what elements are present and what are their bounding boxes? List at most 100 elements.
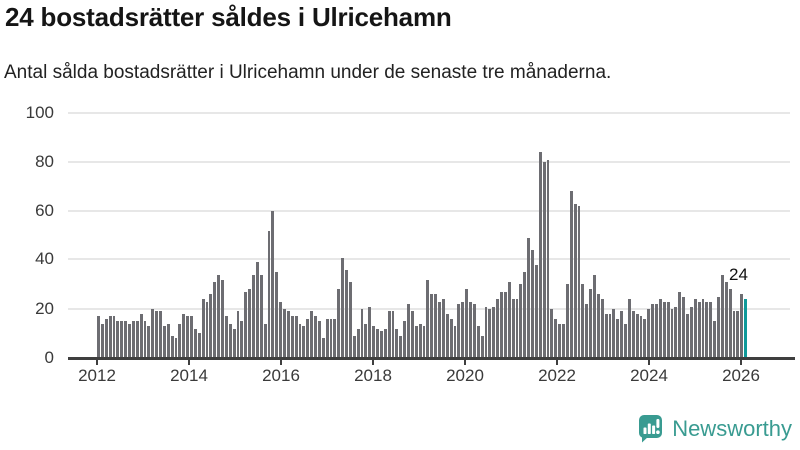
bar-month — [682, 297, 685, 358]
bar-month — [589, 289, 592, 358]
bar-month — [108, 316, 112, 358]
bar-month — [294, 316, 298, 358]
bar-month — [286, 311, 290, 358]
bar-month — [651, 304, 654, 358]
bar-month — [511, 299, 515, 358]
bar-month — [213, 282, 217, 358]
bar-month — [720, 275, 724, 358]
bar-month — [635, 314, 639, 358]
bar-month — [678, 292, 682, 358]
bar-month — [453, 326, 457, 358]
bar-month — [500, 292, 503, 358]
bar-month — [345, 270, 348, 358]
x-axis-label-2026: 2026 — [722, 366, 760, 385]
bar-month — [383, 329, 387, 358]
bar-month — [182, 314, 186, 358]
bar-month — [465, 289, 468, 358]
bar-month — [379, 331, 383, 358]
bar-month — [139, 314, 143, 358]
bar-month — [314, 316, 317, 358]
chart-subtitle: Antal sålda bostadsrätter i Ulricehamn u… — [4, 62, 612, 83]
bar-month — [410, 311, 414, 358]
bar-month — [565, 284, 569, 358]
bar-month — [403, 321, 406, 358]
bar-month — [418, 324, 422, 358]
bar-month — [585, 304, 589, 358]
bar-month — [569, 191, 573, 358]
bar-month — [608, 314, 612, 358]
bar-month — [697, 302, 701, 358]
bar-month — [441, 299, 445, 358]
bar-month — [352, 336, 356, 358]
chart-title: 24 bostadsrätter såldes i Ulricehamn — [5, 2, 452, 32]
bar-month — [240, 321, 244, 358]
bar-month — [488, 309, 492, 358]
bar-month — [550, 309, 554, 358]
bar-month — [407, 304, 410, 358]
bar-month — [174, 338, 178, 358]
bar-month — [298, 324, 302, 358]
bar-month — [128, 324, 131, 358]
x-tick-2012 — [96, 360, 98, 365]
bar-month — [329, 319, 333, 358]
x-axis-label-2020: 2020 — [446, 366, 484, 385]
bar-month — [445, 314, 449, 358]
bar-month — [248, 289, 251, 358]
gridline-80 — [68, 161, 790, 163]
bar-month — [147, 326, 151, 358]
newsworthy-logo-icon — [638, 414, 665, 443]
x-axis-label-2014: 2014 — [170, 366, 208, 385]
bar-month — [290, 316, 294, 358]
bar-month — [480, 336, 484, 358]
bar-month — [631, 311, 635, 358]
x-axis-label-2012: 2012 — [78, 366, 116, 385]
bar-month — [279, 302, 282, 358]
bar-month — [387, 311, 391, 358]
bar-month — [244, 292, 248, 358]
bar-month — [360, 309, 364, 358]
bar-month — [434, 294, 437, 358]
bar-month — [255, 262, 259, 358]
bar-month — [135, 321, 139, 358]
bar-month — [259, 275, 263, 358]
bar-month — [666, 302, 670, 358]
bar-month — [534, 265, 538, 358]
bar-month — [542, 162, 546, 358]
bar-month — [116, 321, 120, 358]
bar-month — [217, 275, 220, 358]
bar-month — [166, 324, 170, 358]
x-tick-2020 — [464, 360, 466, 365]
bar-month — [527, 238, 530, 358]
y-axis-label-60: 60 — [35, 201, 54, 220]
bar-month — [193, 329, 197, 358]
bar-month — [438, 302, 441, 358]
x-axis-label-2018: 2018 — [354, 366, 392, 385]
bar-month — [131, 321, 135, 358]
bar-month — [224, 316, 228, 358]
bar-month — [519, 284, 523, 358]
bar-month — [100, 324, 104, 358]
bar-month — [321, 338, 325, 358]
bar-month — [271, 211, 275, 358]
bar-month — [554, 319, 558, 358]
bar-month — [120, 321, 124, 358]
bar-month — [341, 258, 344, 358]
newsworthy-brand-link[interactable]: Newsworthy — [638, 414, 792, 443]
bar-month — [426, 280, 430, 358]
bar-month — [476, 326, 480, 358]
bar-month — [647, 309, 651, 358]
bar-month — [325, 319, 329, 358]
bar-month — [461, 302, 465, 358]
bar-month — [627, 299, 631, 358]
bar-month — [523, 272, 527, 358]
x-tick-2022 — [556, 360, 558, 365]
bar-month — [391, 311, 395, 358]
bar-month — [538, 152, 542, 358]
x-axis-label-2016: 2016 — [262, 366, 300, 385]
bar-month — [236, 311, 240, 358]
bar-month — [596, 294, 600, 358]
bar-month — [372, 326, 375, 358]
bar-month — [275, 272, 279, 358]
bar-month — [252, 275, 255, 358]
